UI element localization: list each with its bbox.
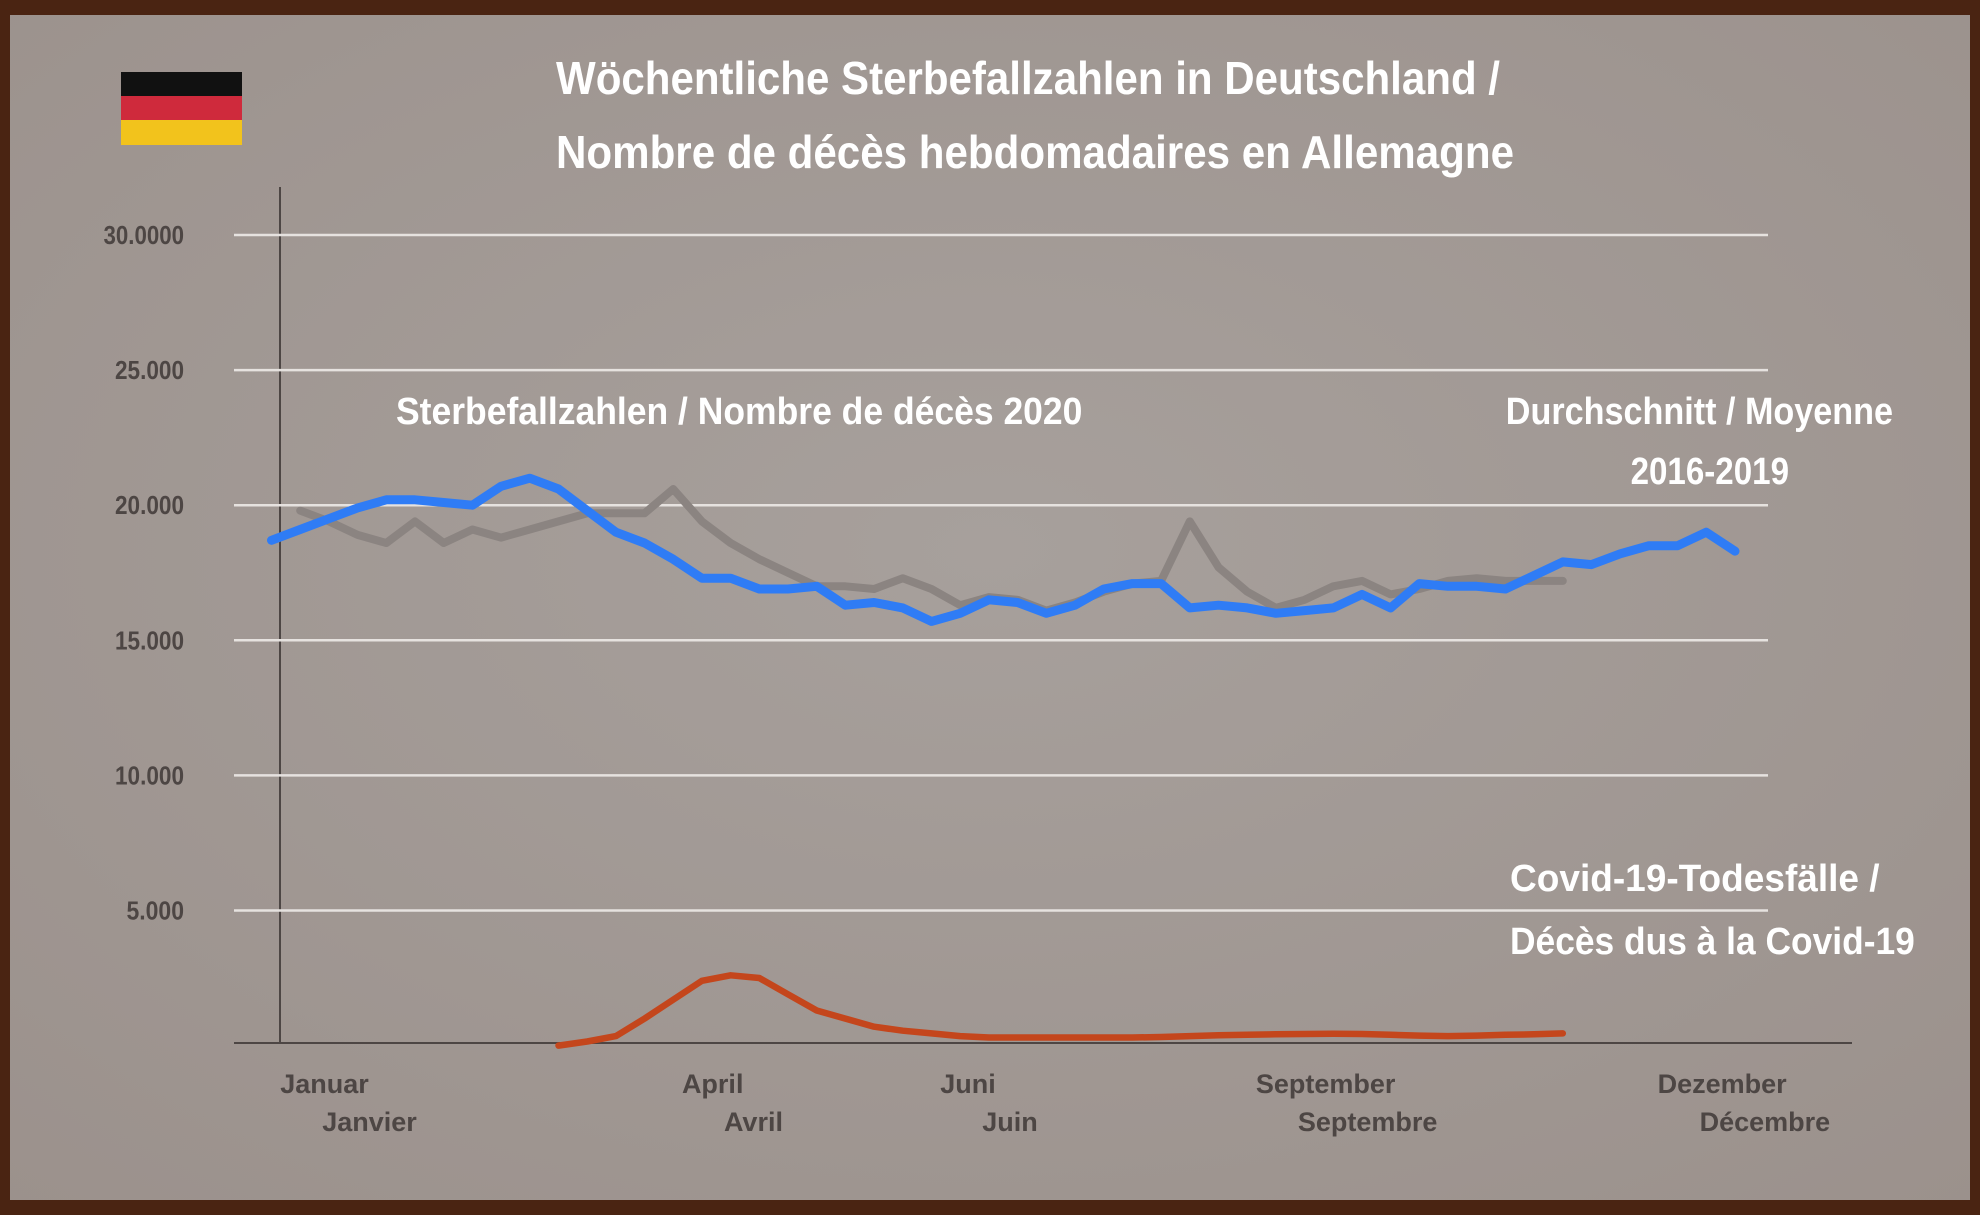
y-tick-label: 30.0000 <box>104 220 185 250</box>
x-tick-label: April <box>682 1069 744 1099</box>
series-line <box>555 972 1567 1049</box>
flag-gold <box>121 120 242 145</box>
x-tick-label: Januar <box>280 1069 369 1099</box>
flag <box>121 72 242 145</box>
y-tick-label: 25.000 <box>115 355 184 385</box>
x-tick-label-fr: Avril <box>724 1107 783 1137</box>
x-tick-label-fr: Décembre <box>1700 1107 1831 1137</box>
x-tick-label-fr: Juin <box>982 1107 1038 1137</box>
y-tick-label: 10.000 <box>115 760 184 790</box>
series-annotation: Durchschnitt / Moyenne <box>1506 391 1893 433</box>
series-annotation: Sterbefallzahlen / Nombre de décès 2020 <box>396 391 1082 433</box>
y-tick-label: 20.000 <box>115 490 184 520</box>
series-line <box>267 473 1740 626</box>
y-tick-label: 15.000 <box>115 625 184 655</box>
panel <box>10 15 1970 1200</box>
series-annotation: Covid-19-Todesfälle / <box>1510 858 1880 900</box>
series-annotation: Décès dus à la Covid-19 <box>1510 921 1915 963</box>
flag-red <box>121 96 242 120</box>
series-annotation: 2016-2019 <box>1631 451 1789 493</box>
chart-title: Wöchentliche Sterbefallzahlen in Deutsch… <box>556 52 1500 104</box>
flag-black <box>121 72 242 96</box>
x-tick-label: Dezember <box>1658 1069 1788 1099</box>
series-line <box>296 485 1567 615</box>
x-tick-label: September <box>1256 1069 1396 1099</box>
x-tick-label-fr: Janvier <box>322 1107 417 1137</box>
y-tick-label: 5.000 <box>127 896 185 926</box>
x-tick-label-fr: Septembre <box>1298 1107 1438 1137</box>
chart-title: Nombre de décès hebdomadaires en Allemag… <box>556 126 1514 178</box>
x-tick-label: Juni <box>940 1069 996 1099</box>
